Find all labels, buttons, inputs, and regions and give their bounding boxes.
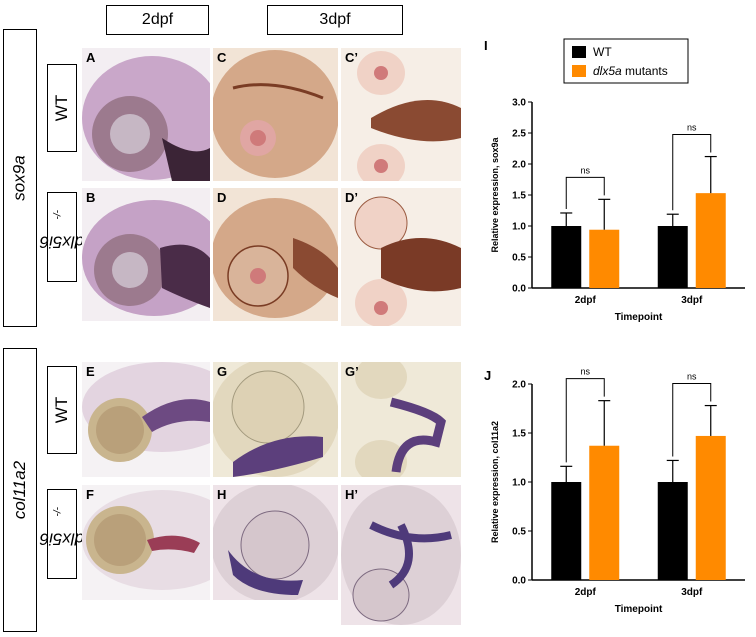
genotype-mut-text: dlx5i6-/- bbox=[39, 210, 85, 252]
chart-panel-label: J bbox=[484, 368, 491, 383]
panel-label-a: A bbox=[86, 50, 96, 65]
legend-label-italic: dlx5a bbox=[593, 64, 622, 78]
panel-label-f: F bbox=[86, 487, 94, 502]
x-tick-label: 2dpf bbox=[575, 587, 597, 598]
gene-label-sox9a: sox9a bbox=[3, 29, 37, 327]
y-axis-label: Relative expression, col11a2 bbox=[490, 421, 500, 543]
y-tick-label: 1.0 bbox=[512, 478, 526, 489]
panel-label-g-prime: G’ bbox=[345, 364, 359, 379]
header-2dpf: 2dpf bbox=[106, 5, 209, 35]
panel-label-d-prime: D’ bbox=[345, 190, 358, 205]
panel-label-b: B bbox=[86, 190, 96, 205]
bar bbox=[589, 445, 620, 580]
x-axis-label: Timepoint bbox=[615, 312, 663, 323]
x-axis-label: Timepoint bbox=[615, 604, 663, 615]
legend-swatch bbox=[572, 65, 586, 77]
x-tick-label: 3dpf bbox=[681, 295, 703, 306]
significance-bracket bbox=[565, 378, 605, 463]
significance-bracket bbox=[565, 176, 605, 209]
y-tick-label: 1.5 bbox=[512, 429, 526, 440]
bar bbox=[657, 226, 688, 288]
header-3dpf-label: 3dpf bbox=[319, 11, 351, 28]
panel-d-image: D bbox=[213, 188, 338, 321]
panel-h-image: H bbox=[213, 485, 338, 600]
genotype-wt-sox9a: WT bbox=[47, 64, 77, 152]
legend-label: dlx5a mutants bbox=[593, 64, 668, 78]
x-tick-label: 2dpf bbox=[575, 295, 597, 306]
y-tick-label: 0.0 bbox=[512, 576, 526, 587]
panel-label-e: E bbox=[86, 364, 95, 379]
legend-label-rest: mutants bbox=[622, 64, 668, 78]
panel-label-c: C bbox=[217, 50, 227, 65]
header-2dpf-label: 2dpf bbox=[141, 11, 174, 28]
panel-a-image: A bbox=[82, 48, 210, 181]
y-tick-label: 2.0 bbox=[512, 160, 526, 171]
x-tick-label: 3dpf bbox=[681, 587, 703, 598]
significance-bracket bbox=[672, 134, 712, 211]
bar bbox=[551, 226, 582, 288]
y-tick-label: 0.5 bbox=[512, 253, 526, 264]
genotype-wt-text: WT bbox=[52, 396, 71, 424]
y-tick-label: 0.5 bbox=[512, 527, 526, 538]
genotype-mut-sox9a: dlx5i6-/- bbox=[39, 192, 85, 282]
bar bbox=[695, 435, 726, 580]
panel-label-c-prime: C’ bbox=[345, 50, 358, 65]
gene-label-col11a2: col11a2 bbox=[3, 348, 37, 632]
panel-label-h: H bbox=[217, 487, 227, 502]
chart-j: J 0.0 0.5 1.0 1.5 2.0 Relative expression, col… bbox=[484, 367, 745, 615]
genotype-mut-text: dlx5i6-/- bbox=[39, 507, 85, 549]
y-tick-label: 0.0 bbox=[512, 284, 526, 295]
panel-d-prime-image: D’ bbox=[341, 188, 461, 326]
panel-e-image: E bbox=[82, 362, 210, 477]
legend-label: WT bbox=[593, 45, 612, 59]
bar bbox=[657, 482, 688, 580]
legend-swatch bbox=[572, 46, 586, 58]
panel-c-image: C bbox=[213, 48, 338, 181]
y-tick-label: 3.0 bbox=[512, 98, 526, 109]
genotype-wt-text: WT bbox=[52, 94, 71, 122]
significance-label: ns bbox=[687, 372, 697, 382]
y-tick-label: 2.0 bbox=[512, 380, 526, 391]
significance-label: ns bbox=[580, 367, 590, 377]
bar bbox=[589, 229, 620, 288]
significance-label: ns bbox=[580, 165, 590, 175]
bar bbox=[551, 482, 582, 580]
y-tick-label: 1.5 bbox=[512, 191, 526, 202]
panel-b-image: B bbox=[82, 188, 210, 321]
panel-g-image: G bbox=[213, 362, 338, 477]
panel-f-image: F bbox=[82, 485, 210, 600]
panel-label-h-prime: H’ bbox=[345, 487, 358, 502]
gene-sox9a-text: sox9a bbox=[10, 155, 29, 201]
genotype-mut-col11a2: dlx5i6-/- bbox=[39, 489, 85, 579]
header-3dpf: 3dpf bbox=[267, 5, 403, 35]
y-tick-label: 2.5 bbox=[512, 129, 526, 140]
bar bbox=[695, 193, 726, 288]
panel-h-prime-image: H’ bbox=[341, 485, 461, 625]
y-axis-label: Relative expression, sox9a bbox=[490, 136, 500, 252]
panel-label-g: G bbox=[217, 364, 228, 379]
genotype-wt-col11a2: WT bbox=[47, 366, 77, 454]
chart-panel-label: I bbox=[484, 38, 488, 53]
panel-label-d: D bbox=[217, 190, 227, 205]
significance-bracket bbox=[672, 383, 712, 457]
chart-i: I 0.0 0.5 1.0 1.5 2.0 2.5 3.0 Relative expressio… bbox=[484, 38, 745, 323]
significance-label: ns bbox=[687, 123, 697, 133]
panel-c-prime-image: C’ bbox=[341, 48, 461, 181]
panel-g-prime-image: G’ bbox=[341, 362, 461, 477]
y-tick-label: 1.0 bbox=[512, 222, 526, 233]
gene-col11a2-text: col11a2 bbox=[10, 460, 30, 520]
